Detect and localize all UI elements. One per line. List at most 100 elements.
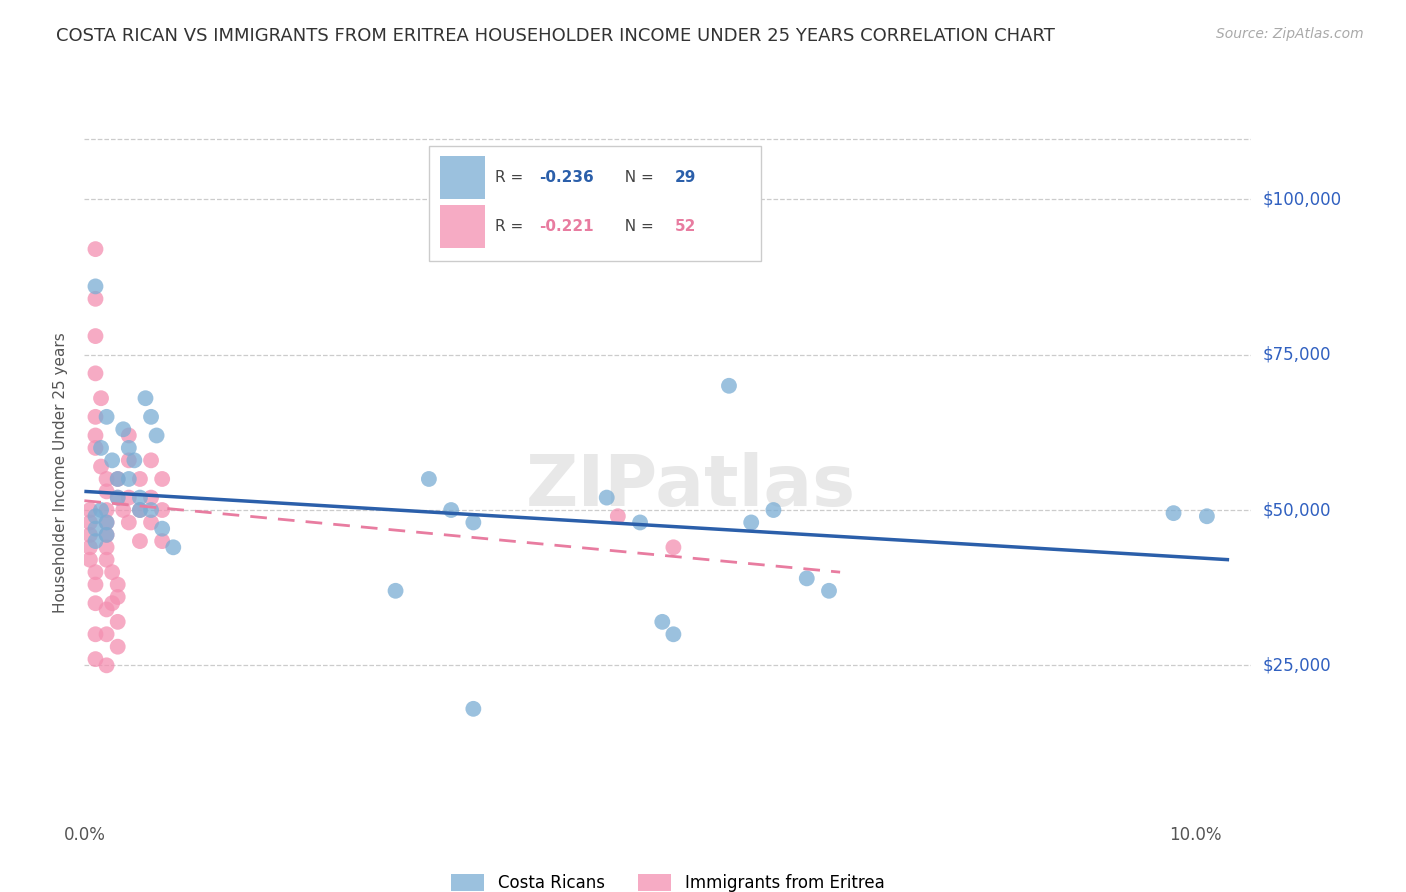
Point (79, 516, 101, 530)
Text: $50,000: $50,000 (1263, 501, 1331, 519)
Point (79, 552, 101, 567)
Point (1163, 506, 1185, 520)
Point (596, 491, 619, 505)
Point (740, 516, 762, 530)
Point (150, 522, 173, 536)
Point (107, 472, 129, 486)
Point (96, 528, 118, 542)
Point (84, 428, 107, 442)
Point (84, 522, 107, 536)
Point (139, 503, 162, 517)
FancyBboxPatch shape (440, 156, 485, 199)
Point (139, 453, 162, 467)
Legend: Costa Ricans, Immigrants from Eritrea: Costa Ricans, Immigrants from Eritrea (451, 874, 884, 892)
Point (662, 627, 685, 641)
Point (112, 422, 135, 436)
Point (134, 391, 156, 405)
Point (96, 528, 118, 542)
Point (84, 409, 107, 424)
Point (796, 571, 818, 585)
Text: $25,000: $25,000 (1263, 657, 1331, 674)
Point (96, 658, 118, 673)
Point (84, 627, 107, 641)
FancyBboxPatch shape (429, 145, 761, 260)
Point (107, 577, 129, 591)
Text: COSTA RICAN VS IMMIGRANTS FROM ERITREA HOUSEHOLDER INCOME UNDER 25 YEARS CORRELA: COSTA RICAN VS IMMIGRANTS FROM ERITREA H… (56, 27, 1054, 45)
Point (84, 565, 107, 579)
Point (107, 640, 129, 654)
Point (150, 503, 173, 517)
Point (84, 509, 107, 524)
Point (96, 516, 118, 530)
Point (139, 491, 162, 505)
Y-axis label: Householder Income Under 25 years: Householder Income Under 25 years (53, 333, 69, 613)
Point (129, 472, 152, 486)
Point (818, 583, 841, 598)
Point (717, 378, 740, 392)
Point (90, 503, 112, 517)
Point (662, 541, 685, 555)
Point (84, 534, 107, 549)
Point (139, 516, 162, 530)
Point (124, 453, 146, 467)
Point (118, 491, 141, 505)
Point (762, 503, 785, 517)
Point (84, 329, 107, 343)
Point (162, 541, 184, 555)
Text: 52: 52 (675, 219, 696, 234)
Text: 29: 29 (675, 170, 696, 186)
Point (107, 472, 129, 486)
Point (118, 441, 141, 455)
Point (139, 409, 162, 424)
Text: -0.236: -0.236 (540, 170, 595, 186)
Text: R =: R = (495, 219, 529, 234)
Point (96, 484, 118, 499)
Point (129, 534, 152, 549)
Point (129, 503, 152, 517)
Point (90, 459, 112, 474)
Point (118, 516, 141, 530)
Point (96, 541, 118, 555)
Point (79, 503, 101, 517)
Point (129, 503, 152, 517)
Point (79, 541, 101, 555)
Point (606, 509, 628, 524)
Text: Source: ZipAtlas.com: Source: ZipAtlas.com (1216, 27, 1364, 41)
Point (79, 528, 101, 542)
Point (463, 702, 485, 716)
Point (112, 503, 135, 517)
Point (118, 472, 141, 486)
Point (129, 491, 152, 505)
Point (84, 577, 107, 591)
Text: N =: N = (616, 219, 659, 234)
FancyBboxPatch shape (440, 205, 485, 248)
Text: -0.221: -0.221 (540, 219, 595, 234)
Text: R =: R = (495, 170, 529, 186)
Text: ZIPatlas: ZIPatlas (526, 452, 856, 521)
Point (150, 534, 173, 549)
Point (90, 441, 112, 455)
Point (440, 503, 463, 517)
Point (96, 516, 118, 530)
Point (101, 596, 124, 610)
Point (628, 516, 651, 530)
Point (107, 491, 129, 505)
Point (96, 503, 118, 517)
Point (1195, 509, 1218, 524)
Point (96, 409, 118, 424)
Point (118, 453, 141, 467)
Point (96, 472, 118, 486)
Point (118, 428, 141, 442)
Point (84, 367, 107, 381)
Text: $75,000: $75,000 (1263, 346, 1331, 364)
Point (84, 292, 107, 306)
Point (150, 472, 173, 486)
Point (107, 615, 129, 629)
Point (384, 583, 406, 598)
Point (96, 552, 118, 567)
Point (84, 279, 107, 293)
Text: N =: N = (616, 170, 659, 186)
Point (418, 472, 440, 486)
Point (84, 596, 107, 610)
Point (84, 441, 107, 455)
